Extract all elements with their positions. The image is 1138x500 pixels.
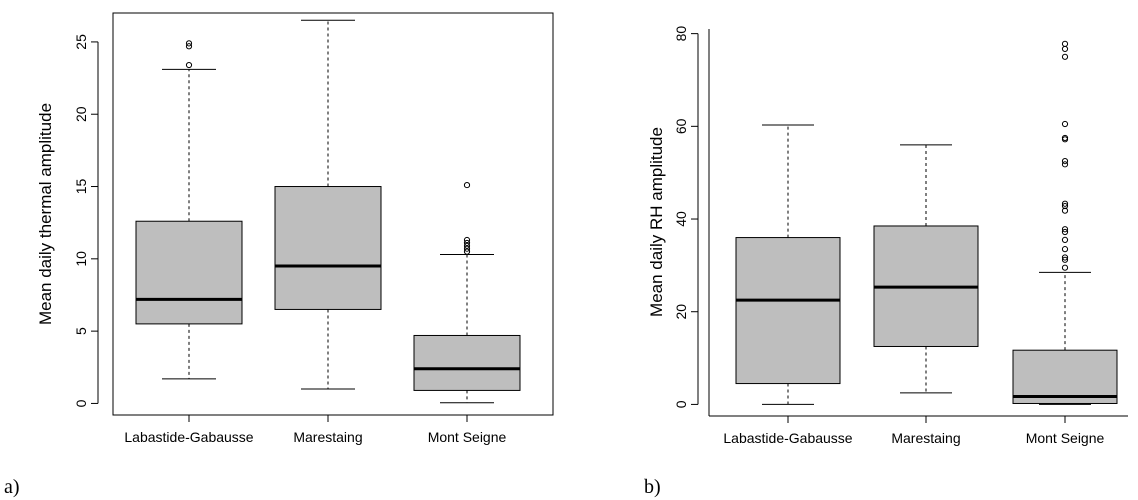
outlier-point xyxy=(463,181,471,189)
outlier-point xyxy=(463,248,471,255)
panel-label: b) xyxy=(644,476,661,498)
x-tick-label: Labastide-Gabausse xyxy=(124,429,253,445)
iqr-box xyxy=(1012,349,1118,404)
x-axis: Labastide-Gabausse Marestaing Mont Seigne xyxy=(723,415,1105,446)
y-tick-label: 20 xyxy=(73,106,89,122)
x-tick-label: Marestaing xyxy=(293,429,362,445)
y-tick-label: 40 xyxy=(673,211,689,227)
box-marks xyxy=(735,40,1118,405)
outlier-point xyxy=(1061,40,1069,47)
outlier-point xyxy=(1061,236,1069,243)
outlier-point xyxy=(1061,264,1069,271)
outlier-point xyxy=(463,236,471,244)
outlier-point xyxy=(185,43,193,50)
box-2 xyxy=(274,19,382,390)
iqr-box xyxy=(135,220,243,325)
y-tick-label: 0 xyxy=(73,399,89,407)
outlier-point xyxy=(1061,226,1069,233)
thermal-amplitude-boxplot: 0 5 10 15 20 25 Labastide-Gabausse Marestaing M… xyxy=(4,12,554,498)
x-axis: Labastide-Gabausse Marestaing Mont Seigne xyxy=(124,414,507,445)
outlier-point xyxy=(1061,53,1069,60)
iqr-box xyxy=(274,186,382,310)
outlier-point xyxy=(1061,200,1069,207)
box-1 xyxy=(735,124,841,405)
outlier-point xyxy=(1061,157,1069,165)
iqr-box xyxy=(735,237,841,385)
outlier-point xyxy=(1061,246,1069,253)
y-tick-label: 5 xyxy=(73,327,89,335)
y-axis: 0 20 40 60 80 xyxy=(673,26,699,408)
box-1 xyxy=(135,40,243,380)
outlier-point xyxy=(1061,120,1069,128)
y-tick-label: 60 xyxy=(673,118,689,134)
x-tick-label: Labastide-Gabausse xyxy=(723,430,852,446)
outlier-point xyxy=(1061,254,1069,261)
outlier-point xyxy=(185,61,193,69)
box-3 xyxy=(413,181,521,404)
x-tick-label: Mont Seigne xyxy=(1026,430,1105,446)
panel-label: a) xyxy=(4,476,20,498)
outlier-point xyxy=(1061,202,1069,210)
outlier-point xyxy=(1061,207,1069,214)
y-tick-label: 10 xyxy=(73,251,89,267)
y-tick-label: 15 xyxy=(73,179,89,195)
iqr-box xyxy=(413,334,521,391)
box-3 xyxy=(1012,40,1118,405)
y-axis-title: Mean daily RH amplitude xyxy=(647,127,666,317)
outlier-point xyxy=(1061,256,1069,263)
outlier-point xyxy=(463,245,471,252)
outlier-point xyxy=(1061,228,1069,236)
y-axis-title: Mean daily thermal amplitude xyxy=(36,103,55,325)
box-marks xyxy=(135,19,521,404)
box-2 xyxy=(873,144,979,394)
y-tick-label: 0 xyxy=(673,400,689,408)
outlier-point xyxy=(463,239,471,247)
rh-amplitude-boxplot: 0 20 40 60 80 Labastide-Gabausse Marestaing Mo… xyxy=(644,26,1128,498)
y-tick-label: 20 xyxy=(673,304,689,320)
y-tick-label: 25 xyxy=(73,34,89,50)
x-tick-label: Marestaing xyxy=(891,430,960,446)
outlier-point xyxy=(463,242,471,249)
outlier-point xyxy=(1061,161,1069,168)
outlier-point xyxy=(1061,134,1069,142)
outlier-point xyxy=(185,40,193,47)
outlier-point xyxy=(1061,45,1069,53)
y-axis: 0 5 10 15 20 25 xyxy=(73,34,99,407)
x-tick-label: Mont Seigne xyxy=(428,429,507,445)
y-tick-label: 80 xyxy=(673,26,689,42)
